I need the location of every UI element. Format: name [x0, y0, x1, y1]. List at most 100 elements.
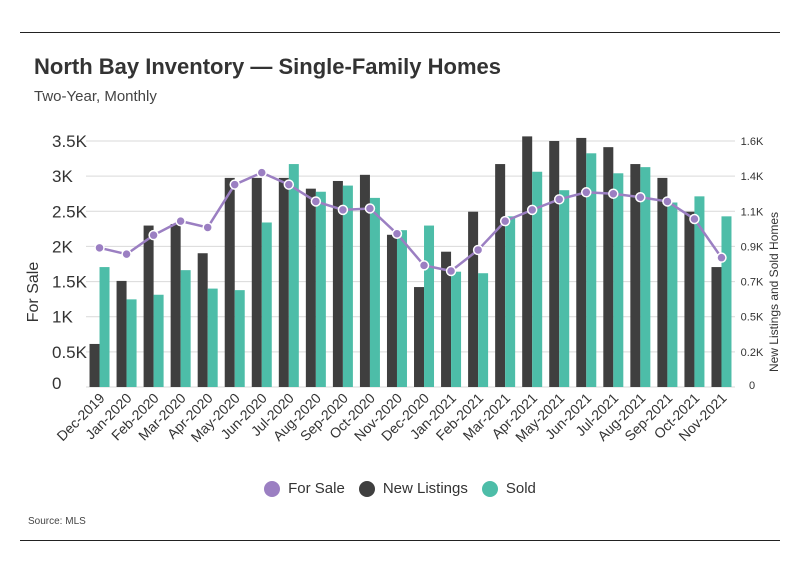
bar-new-listings	[143, 225, 154, 387]
bar-new-listings	[684, 211, 695, 387]
bottom-rule	[20, 540, 780, 541]
point-for-sale	[391, 228, 403, 240]
bar-sold	[694, 196, 705, 387]
bar-new-listings	[386, 234, 397, 387]
bar-new-listings	[224, 177, 235, 387]
bar-sold	[369, 197, 380, 387]
bar-sold	[613, 173, 624, 387]
legend: For Sale New Listings Sold	[0, 480, 800, 497]
bar-sold	[342, 185, 353, 387]
y-tick-label: 3.5K	[52, 132, 88, 151]
point-for-sale	[310, 196, 322, 207]
bar-new-listings	[657, 177, 668, 387]
bar-sold	[478, 273, 489, 387]
point-for-sale	[229, 179, 240, 190]
point-for-sale	[608, 188, 619, 199]
bar-sold	[532, 171, 543, 387]
legend-label-new-listings: New Listings	[382, 480, 468, 497]
bar-new-listings	[711, 267, 722, 387]
legend-swatch-for-sale	[264, 480, 281, 497]
y2-tick-label: 0.7K	[741, 277, 764, 289]
point-for-sale	[121, 248, 132, 260]
line-for-sale	[99, 171, 723, 273]
bar-sold	[207, 288, 218, 387]
y-tick-label: 1.5K	[52, 273, 88, 292]
point-for-sale	[337, 204, 349, 216]
bar-new-listings	[630, 164, 641, 387]
point-for-sale	[689, 213, 700, 225]
chart-area: 0 0.5K 1K 1.5K 2K 2.5K 3K 3.5K 0 0.2K 0.5K 0.7K 0.9K…	[25, 132, 781, 445]
y2-tick-label: 1.1K	[741, 206, 764, 218]
legend-item-sold[interactable]: Sold	[481, 480, 536, 497]
y2-tick-label: 1.4K	[741, 171, 764, 183]
bar-sold	[451, 271, 462, 387]
y2-tick-label: 0.9K	[741, 241, 764, 253]
bar-sold	[586, 153, 597, 387]
point-for-sale	[581, 187, 592, 198]
point-for-sale	[283, 179, 295, 190]
chart-title: North Bay Inventory — Single-Family Home…	[34, 54, 501, 79]
bar-sold	[721, 216, 732, 387]
point-for-sale	[418, 260, 430, 271]
y-tick-label: 2.5K	[52, 202, 88, 221]
bar-sold	[667, 202, 678, 387]
bar-new-listings	[441, 251, 452, 387]
y2-axis-title: New Listings and Sold Homes	[767, 212, 781, 372]
bar-sold	[153, 294, 164, 387]
bar-new-listings	[116, 280, 127, 387]
point-for-sale	[94, 242, 105, 254]
legend-label-sold: Sold	[505, 480, 536, 497]
bar-new-listings	[549, 141, 560, 387]
bar-sold	[180, 270, 191, 387]
bar-new-listings	[278, 177, 289, 387]
legend-swatch-new-listings	[358, 480, 375, 497]
bar-new-listings	[359, 174, 370, 387]
bar-sold	[640, 167, 651, 387]
bar-sold	[126, 299, 137, 387]
bar-new-listings	[251, 177, 262, 387]
bar-new-listings	[332, 180, 343, 387]
y2-tick-label: 0	[749, 380, 755, 392]
bar-new-listings	[197, 253, 208, 387]
y2-tick-label: 0.2K	[741, 347, 764, 359]
point-for-sale	[662, 196, 673, 207]
bar-new-listings	[603, 147, 614, 387]
y-tick-label: 2K	[52, 237, 73, 256]
point-for-sale	[635, 191, 646, 203]
y-tick-label: 3K	[52, 167, 73, 186]
point-for-sale	[716, 252, 727, 263]
point-for-sale	[256, 167, 268, 178]
point-for-sale	[364, 203, 376, 214]
bar-sold	[505, 216, 516, 387]
bar-new-listings	[305, 188, 316, 387]
bar-sold	[99, 267, 110, 387]
point-for-sale	[148, 229, 159, 241]
bar-sold	[234, 290, 245, 387]
bar-new-listings	[576, 137, 587, 387]
point-for-sale	[175, 215, 186, 227]
legend-label-for-sale: For Sale	[288, 480, 345, 497]
y-tick-label: 0.5K	[52, 343, 88, 362]
bar-new-listings	[170, 224, 181, 387]
source-note: Source: MLS	[28, 516, 86, 527]
point-for-sale	[553, 194, 565, 205]
y-axis-title: For Sale	[25, 262, 42, 323]
bar-new-listings	[522, 136, 533, 387]
bar-new-listings	[468, 211, 479, 387]
chart-subtitle: Two-Year, Monthly	[34, 88, 157, 105]
y-tick-label: 0	[52, 374, 61, 393]
point-for-sale	[499, 215, 511, 227]
bar-sold	[559, 190, 570, 387]
top-rule	[20, 32, 780, 33]
bar-new-listings	[89, 343, 100, 387]
legend-item-new-listings[interactable]: New Listings	[358, 480, 468, 497]
bar-sold	[424, 225, 435, 387]
legend-swatch-sold	[481, 480, 498, 497]
y2-tick-label: 0.5K	[741, 312, 764, 324]
legend-item-for-sale[interactable]: For Sale	[264, 480, 345, 497]
point-for-sale	[526, 204, 538, 216]
y-tick-label: 1K	[52, 308, 73, 327]
bar-new-listings	[495, 164, 506, 387]
point-for-sale	[472, 244, 484, 256]
bar-sold	[315, 191, 326, 387]
